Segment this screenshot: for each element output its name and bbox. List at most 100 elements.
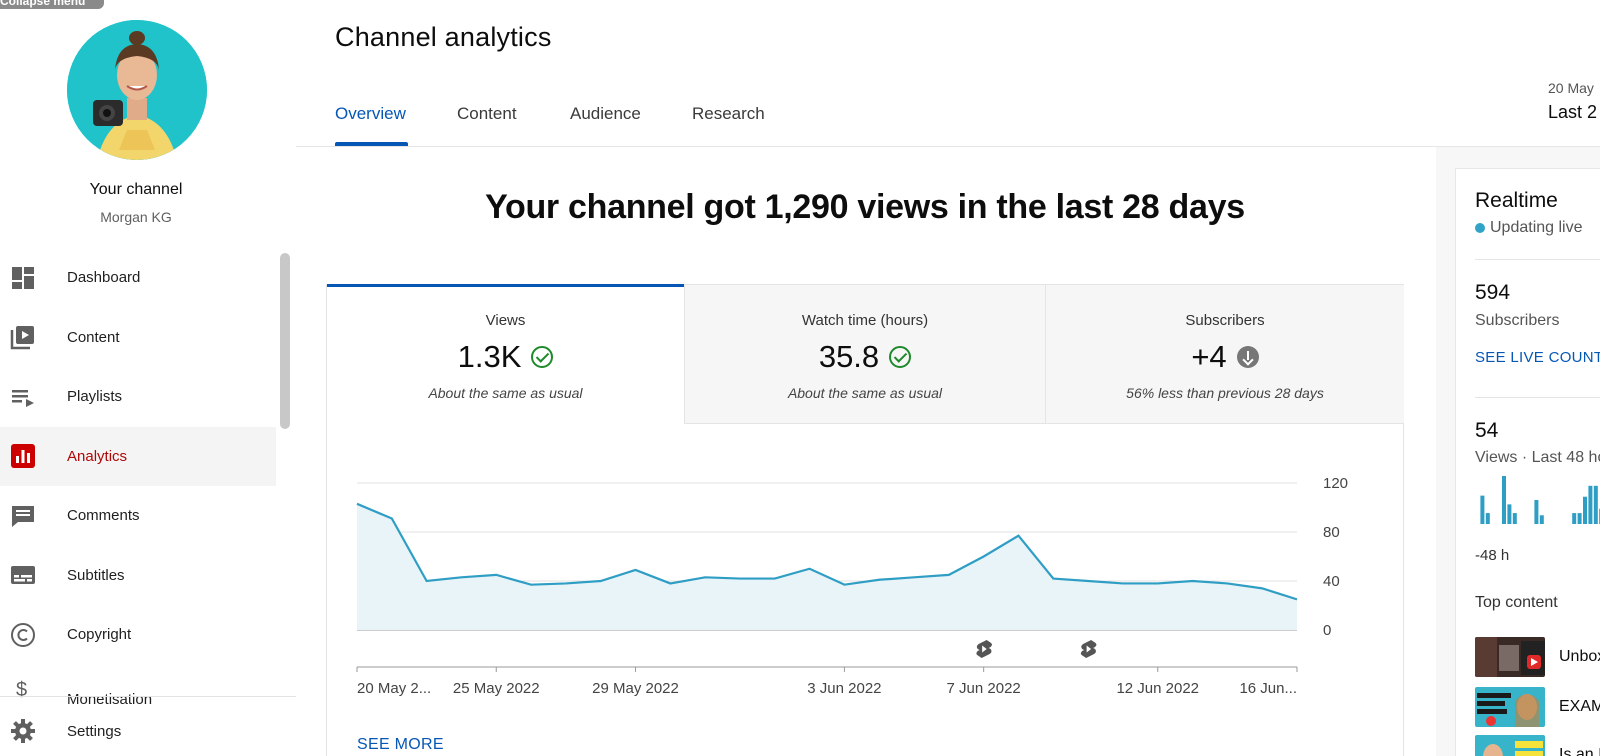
analytics-icon (11, 444, 35, 469)
sidebar-item-analytics[interactable]: Analytics (0, 426, 276, 486)
realtime-bar (1572, 513, 1577, 524)
tab-overview[interactable]: Overview (335, 104, 406, 123)
y-tick-label: 40 (1323, 573, 1340, 590)
x-tick-label: 3 Jun 2022 (807, 680, 881, 697)
realtime-bar (1480, 495, 1485, 524)
metric-value-row: 35.8 (685, 339, 1045, 375)
date-range-dates[interactable]: 20 May (1548, 80, 1594, 96)
subscriber-count: 594 (1475, 281, 1511, 304)
metric-note: 56% less than previous 28 days (1126, 385, 1324, 401)
metric-value-row: +4 (1046, 339, 1404, 375)
channel-avatar[interactable] (67, 20, 207, 160)
series-area (357, 503, 1297, 630)
live-dot-icon (1475, 223, 1485, 233)
check-circle-icon (889, 346, 912, 368)
y-tick-label: 0 (1323, 622, 1331, 639)
sidebar-item-label: Monetisation (67, 690, 153, 705)
sidebar-item-label: Content (67, 328, 120, 346)
divider (1475, 259, 1600, 260)
svg-text:$: $ (16, 679, 27, 701)
sidebar-item-dashboard[interactable]: Dashboard (0, 248, 276, 308)
sidebar-item-comments[interactable]: Comments (0, 486, 276, 546)
sidebar-item-subtitles[interactable]: Subtitles (0, 546, 276, 606)
live-label: Updating live (1490, 219, 1583, 236)
tab-content[interactable]: Content (457, 104, 517, 123)
metric-tab-views[interactable]: Views 1.3K About the same as usual (327, 284, 685, 424)
x-tick-label: 29 May 2022 (592, 680, 679, 697)
x-tick-label: 12 Jun 2022 (1116, 680, 1199, 697)
sidebar-item-playlists[interactable]: Playlists (0, 367, 276, 427)
check-circle-icon (531, 346, 554, 368)
views-line-chart[interactable]: 0 40 80 120 20 May 2... 25 May 2022 29 May 202… (326, 470, 1404, 710)
video-thumbnail (1475, 687, 1545, 727)
arrow-down-circle-icon (1236, 346, 1259, 368)
realtime-bar (1539, 515, 1544, 524)
x-tick-label: 25 May 2022 (453, 680, 540, 697)
realtime-bar (1512, 513, 1517, 524)
realtime-bar (1577, 513, 1582, 524)
see-live-count-link[interactable]: SEE LIVE COUNT (1475, 349, 1600, 366)
y-tick-label: 120 (1323, 475, 1348, 492)
sidebar: Your channel Morgan KG Dashboard Content… (0, 0, 296, 756)
sidebar-scrollbar[interactable] (280, 253, 290, 429)
realtime-axis-label: -48 h (1475, 547, 1510, 564)
metric-value: 1.3K (457, 339, 522, 374)
live-indicator: Updating live (1475, 219, 1583, 237)
settings-label: Settings (67, 722, 122, 740)
tab-audience[interactable]: Audience (570, 104, 641, 123)
subtitles-icon (11, 566, 35, 585)
x-tick-label: 16 Jun... (1239, 680, 1297, 697)
realtime-bar (1534, 500, 1539, 524)
top-content-item[interactable]: Is an I (1475, 735, 1600, 756)
realtime-bar-chart[interactable] (1475, 474, 1600, 524)
sidebar-item-content[interactable]: Content (0, 308, 276, 368)
video-thumbnail (1475, 637, 1545, 677)
sidebar-item-label: Analytics (67, 447, 128, 465)
top-content-item[interactable]: EXAM (1475, 687, 1600, 729)
metric-label: Views (485, 312, 526, 329)
overview-headline: Your channel got 1,290 views in the last… (485, 188, 1245, 226)
video-title: Is an I (1559, 746, 1600, 756)
video-thumbnail (1475, 735, 1545, 756)
metric-value-row: 1.3K (327, 339, 684, 375)
divider (1475, 397, 1600, 398)
shorts-icon (1080, 640, 1097, 658)
metric-tab-watch-time[interactable]: Watch time (hours) 35.8 About the same a… (685, 285, 1046, 424)
header-divider (296, 146, 1600, 147)
content-icon (10, 326, 34, 350)
realtime-bar (1588, 485, 1593, 524)
see-more-link[interactable]: SEE MORE (357, 736, 444, 753)
sidebar-item-label: Subtitles (67, 566, 125, 584)
metric-label: Watch time (hours) (801, 312, 929, 329)
date-range-selector[interactable]: Last 2 (1548, 102, 1598, 122)
metric-label: Subscribers (1185, 312, 1265, 329)
sidebar-item-monetisation[interactable]: $ Monetisation (0, 665, 276, 705)
realtime-views-label: Views · Last 48 ho (1475, 449, 1600, 466)
sidebar-item-copyright[interactable]: Copyright (0, 605, 276, 665)
sidebar-item-settings[interactable]: Settings (0, 706, 296, 756)
metric-value: +4 (1191, 339, 1227, 374)
monetisation-icon: $ (16, 679, 27, 701)
tab-research[interactable]: Research (692, 104, 765, 123)
page-title: Channel analytics (335, 22, 552, 52)
collapse-menu-tooltip: Collapse menu (0, 0, 104, 9)
comments-icon (12, 505, 34, 527)
sidebar-item-label: Dashboard (67, 269, 141, 287)
sidebar-item-label: Playlists (67, 388, 123, 406)
metric-tab-subscribers[interactable]: Subscribers +4 56% less than previous 28… (1046, 285, 1404, 424)
video-title: Unbox (1559, 648, 1600, 665)
realtime-views-count: 54 (1475, 419, 1499, 442)
copyright-icon (11, 622, 35, 647)
top-content-item[interactable]: Unbox (1475, 637, 1600, 679)
top-content-heading: Top content (1475, 594, 1558, 611)
realtime-bar (1502, 476, 1506, 524)
metric-note: About the same as usual (428, 385, 583, 401)
sidebar-divider (0, 696, 296, 697)
realtime-bar (1593, 485, 1598, 524)
metrics-card: Views 1.3K About the same as usual Watch… (326, 284, 1404, 756)
realtime-bar (1583, 496, 1587, 524)
y-tick-label: 80 (1323, 524, 1340, 541)
gear-icon (11, 719, 35, 743)
channel-name: Morgan KG (100, 209, 172, 225)
